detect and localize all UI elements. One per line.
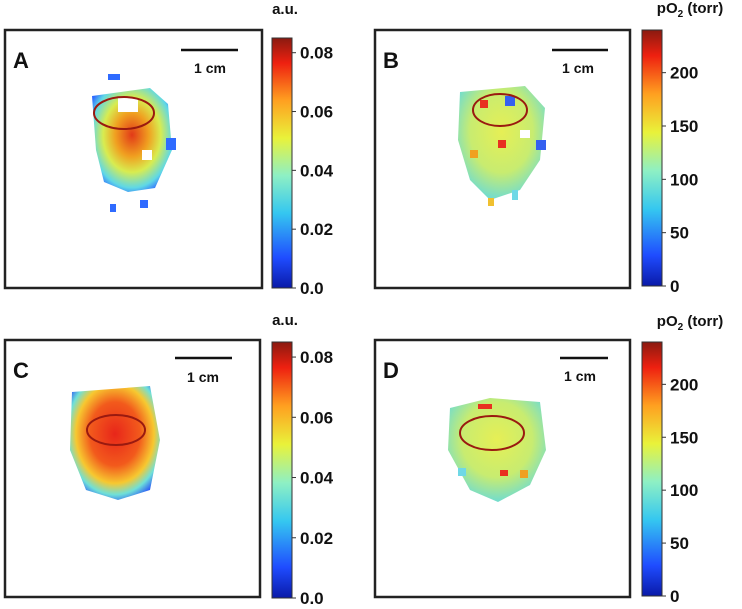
panel-frame (3, 338, 262, 599)
colorbar (271, 37, 293, 289)
colorbar-tick-label: 0.0 (300, 279, 324, 298)
panel-frame (373, 28, 632, 290)
colorbar-tick-label: 200 (670, 375, 698, 394)
colorbar (271, 341, 293, 599)
scale-bar-label: 1 cm (564, 368, 596, 384)
scale-bar-label: 1 cm (187, 369, 219, 385)
colorbar-tick-label: 0.06 (300, 103, 333, 122)
colorbar-tick-label: 0.08 (300, 348, 333, 367)
panel-label: C (13, 358, 29, 383)
colorbar-tick-label: 0.0 (300, 589, 324, 604)
colorbar-tick-label: 50 (670, 224, 689, 243)
scale-bar-label: 1 cm (562, 60, 594, 76)
heatmap-a (92, 74, 176, 212)
title-part: (torr) (683, 0, 723, 17)
panel-label: A (13, 48, 29, 73)
panel-frame (373, 338, 632, 599)
title-part: pO (657, 0, 678, 17)
scale-bar-label: 1 cm (194, 60, 226, 76)
colorbar-tick-label: 0 (670, 587, 679, 604)
title-subscript: 2 (678, 322, 684, 333)
colorbar-tick-label: 200 (670, 64, 698, 83)
title-part: (torr) (683, 313, 723, 330)
colorbar-tick-label: 150 (670, 428, 698, 447)
colorbar-tick-label: 0.02 (300, 529, 333, 548)
heatmap-d (448, 398, 546, 502)
colorbar-tick-label: 100 (670, 481, 698, 500)
panel-label: D (383, 358, 399, 383)
colorbar-tick-label: 100 (670, 170, 698, 189)
colorbar-title: pO2 (torr) (657, 0, 723, 20)
colorbar-tick-label: 0.06 (300, 408, 333, 427)
panel-frame (3, 28, 264, 290)
heatmap-c (70, 386, 160, 500)
colorbar-tick-label: 0.02 (300, 220, 333, 239)
colorbar-title: a.u. (272, 1, 298, 18)
heatmap-b (458, 86, 546, 206)
colorbar (641, 29, 663, 287)
colorbar-tick-label: 150 (670, 117, 698, 136)
colorbar-title: a.u. (272, 312, 298, 329)
colorbar-tick-label: 0.04 (300, 161, 334, 180)
colorbar-tick-label: 0.08 (300, 44, 333, 63)
title-part: pO (657, 313, 678, 330)
colorbar-tick-label: 0.04 (300, 469, 334, 488)
colorbar-tick-label: 50 (670, 534, 689, 553)
colorbar (641, 341, 663, 597)
panel-label: B (383, 48, 399, 73)
colorbar-title: pO2 (torr) (657, 313, 723, 333)
colorbar-tick-label: 0 (670, 277, 679, 296)
title-subscript: 2 (678, 9, 684, 20)
